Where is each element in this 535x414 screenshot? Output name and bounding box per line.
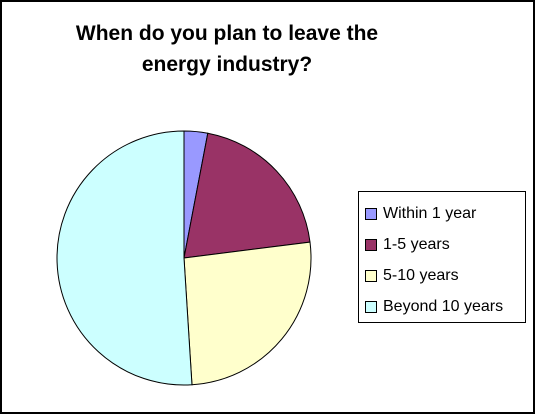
legend-item-5-10-years: 5-10 years [365,267,459,285]
legend-label-1-5-years: 1-5 years [383,236,450,253]
legend-item-1-5-years: 1-5 years [365,236,450,254]
legend-swatch-1-5-years [365,239,377,251]
pie-slice-beyond-10-years [56,130,193,386]
legend-label-within-1-year: Within 1 year [383,205,477,222]
legend-swatch-beyond-10-years [365,301,377,313]
legend-label-beyond-10-years: Beyond 10 years [383,298,504,315]
pie-slice-1-5-years [183,132,311,259]
legend-swatch-5-10-years [365,270,377,282]
legend: Within 1 year 1-5 years 5-10 years Beyon… [358,191,526,323]
legend-label-5-10-years: 5-10 years [383,267,459,284]
chart-title: When do you plan to leave the energy ind… [75,22,379,76]
pie-slice-5-10-years [183,241,312,386]
legend-swatch-within-1-year [365,208,377,220]
legend-item-within-1-year: Within 1 year [365,205,476,223]
legend-item-beyond-10-years: Beyond 10 years [365,298,503,316]
